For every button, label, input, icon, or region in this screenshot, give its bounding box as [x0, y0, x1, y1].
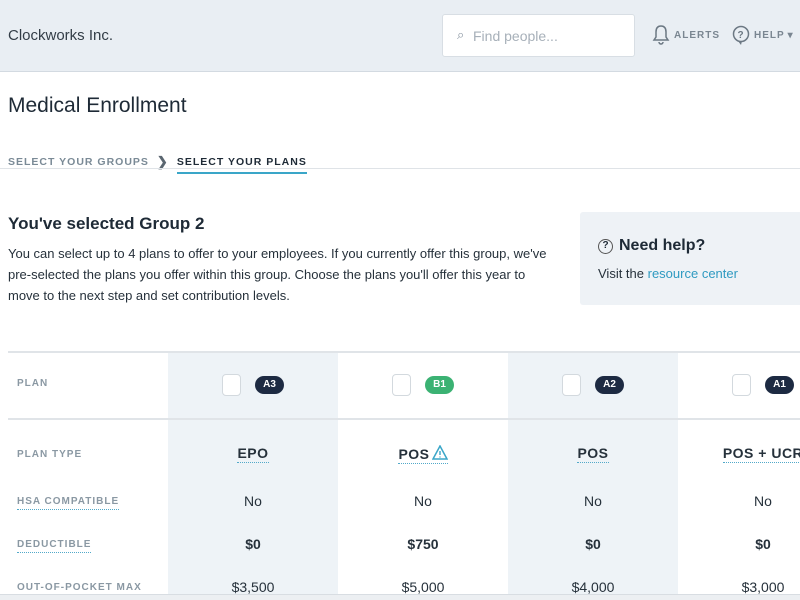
- question-icon: ?: [598, 238, 613, 254]
- plan-type-cell: POS + UCR: [678, 445, 800, 463]
- table-divider: [8, 418, 800, 420]
- help-icon: ?: [732, 25, 750, 45]
- plan-select: A2: [508, 374, 678, 396]
- row-label-hsa[interactable]: HSA COMPATIBLE: [17, 496, 120, 510]
- section-description: You can select up to 4 plans to offer to…: [8, 246, 547, 303]
- oop-max-cell: $5,000: [401, 579, 445, 595]
- plan-type-text: POS: [398, 446, 430, 462]
- plan-type[interactable]: POS: [577, 445, 609, 463]
- deductible-cell: $0: [755, 536, 771, 552]
- plan-type-cell: POS: [338, 444, 508, 464]
- plan-checkbox[interactable]: [392, 374, 412, 396]
- row-label-oop-max: OUT-OF-POCKET MAX: [17, 582, 142, 593]
- plan-type[interactable]: POS: [398, 444, 448, 464]
- breadcrumb-select-groups[interactable]: SELECT YOUR GROUPS: [8, 156, 149, 168]
- plan-select: B1: [338, 374, 508, 396]
- alerts-button[interactable]: ALERTS: [652, 24, 720, 46]
- plan-badge: A3: [255, 376, 284, 394]
- page-title: Medical Enrollment: [8, 94, 187, 117]
- plan-checkbox[interactable]: [222, 374, 242, 396]
- row-label-deductible[interactable]: DEDUCTIBLE: [17, 539, 92, 553]
- bell-icon: [652, 25, 670, 45]
- help-menu[interactable]: ? HELP ▾: [732, 24, 794, 46]
- plan-badge: B1: [425, 376, 454, 394]
- chevron-down-icon: ▾: [787, 29, 794, 41]
- search-box[interactable]: ⌕: [442, 14, 635, 57]
- bottom-bar: [0, 594, 800, 600]
- alerts-label: ALERTS: [674, 29, 720, 41]
- plan-type[interactable]: EPO: [237, 445, 269, 463]
- chevron-right-icon: ❯: [156, 154, 169, 169]
- search-input[interactable]: [473, 25, 623, 47]
- oop-max-cell: $4,000: [571, 579, 615, 595]
- hsa-cell: No: [754, 493, 772, 509]
- plan-select: A3: [168, 374, 338, 396]
- plan-type-cell: POS: [508, 445, 678, 463]
- section-heading: You've selected Group 2: [8, 214, 205, 233]
- hsa-cell: No: [244, 493, 262, 509]
- resource-center-link[interactable]: resource center: [647, 266, 738, 281]
- deductible-cell: $0: [585, 536, 601, 552]
- help-label: HELP: [754, 29, 785, 41]
- divider: [0, 168, 800, 169]
- plan-checkbox[interactable]: [732, 374, 752, 396]
- hsa-cell: No: [414, 493, 432, 509]
- row-label-plan: PLAN: [17, 378, 49, 389]
- deductible-cell: $750: [407, 536, 439, 552]
- plan-column-bg: [168, 352, 338, 600]
- plan-type[interactable]: POS + UCR: [722, 445, 800, 463]
- plan-type-text: POS: [577, 445, 609, 461]
- warning-icon: [431, 444, 448, 460]
- help-box: ? Need help? Visit the resource center: [580, 212, 800, 305]
- plan-select: A1: [678, 374, 800, 396]
- help-text: Visit the: [598, 266, 648, 281]
- plan-type-cell: EPO: [168, 445, 338, 463]
- row-label-plan-type: PLAN TYPE: [17, 449, 83, 460]
- breadcrumb: SELECT YOUR GROUPS ❯ SELECT YOUR PLANS: [8, 150, 307, 174]
- plan-badge: A1: [765, 376, 794, 394]
- breadcrumb-select-plans[interactable]: SELECT YOUR PLANS: [176, 156, 307, 174]
- hsa-cell: No: [584, 493, 602, 509]
- table-divider: [8, 351, 800, 353]
- oop-max-cell: $3,000: [741, 579, 785, 595]
- top-bar: Clockworks Inc. ⌕ ALERTS ? HELP ▾: [0, 0, 800, 72]
- plan-type-text: POS + UCR: [722, 445, 800, 461]
- svg-text:?: ?: [737, 30, 744, 41]
- deductible-cell: $0: [245, 536, 261, 552]
- plan-checkbox[interactable]: [562, 374, 582, 396]
- plan-column-bg: [508, 352, 678, 600]
- search-icon: ⌕: [457, 27, 465, 42]
- plan-type-text: EPO: [237, 445, 269, 461]
- help-title: Need help?: [619, 237, 706, 254]
- plan-badge: A2: [595, 376, 624, 394]
- oop-max-cell: $3,500: [231, 579, 275, 595]
- company-name: Clockworks Inc.: [8, 27, 114, 44]
